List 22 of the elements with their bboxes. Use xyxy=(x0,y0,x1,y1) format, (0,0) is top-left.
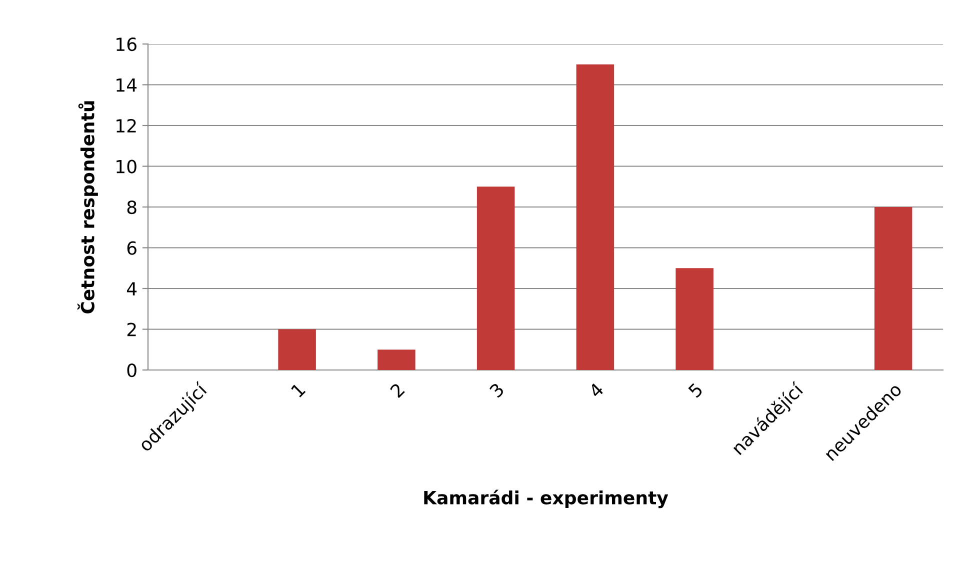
bar xyxy=(874,207,912,370)
y-tick-label: 16 xyxy=(116,37,136,52)
y-tick-label: 2 xyxy=(127,322,136,336)
y-tick-label: 0 xyxy=(127,363,136,378)
bar xyxy=(676,268,714,370)
y-axis-title: Četnost respondentů xyxy=(77,101,98,314)
y-tick-label: 10 xyxy=(116,160,136,174)
x-tick-label: 4 xyxy=(588,382,604,398)
y-tick-label: 6 xyxy=(127,241,136,255)
x-tick-label: 1 xyxy=(290,382,306,398)
bar xyxy=(476,186,515,370)
bar xyxy=(576,64,614,370)
bar xyxy=(378,350,416,370)
y-tick-label: 4 xyxy=(126,282,137,296)
x-tick-label: 2 xyxy=(389,382,405,398)
x-axis-title: Kamarádi - experimenty xyxy=(424,490,668,508)
x-tick-label: 3 xyxy=(488,382,505,398)
bar xyxy=(278,329,316,370)
x-tick-label: 5 xyxy=(688,382,704,398)
y-tick-label: 14 xyxy=(116,78,137,92)
y-tick-label: 8 xyxy=(127,200,136,214)
y-tick-label: 12 xyxy=(116,118,136,132)
